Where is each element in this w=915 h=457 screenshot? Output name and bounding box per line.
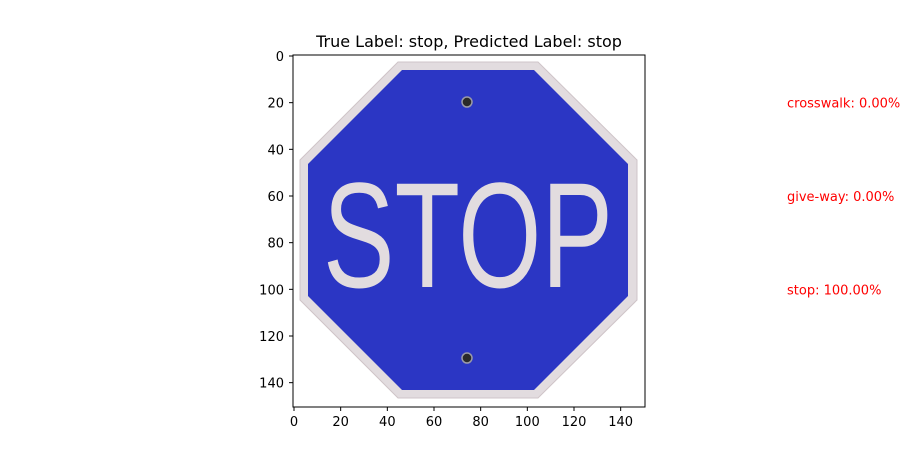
x-tick-label: 60 bbox=[426, 415, 443, 430]
y-tick-label: 20 bbox=[267, 97, 284, 112]
y-tick-label: 80 bbox=[267, 237, 284, 252]
y-tick-label: 40 bbox=[267, 143, 284, 158]
prediction-list: crosswalk: 0.00% give-way: 0.00% stop: 100… bbox=[787, 97, 900, 299]
y-axis: 0 20 40 60 80 100 120 140 bbox=[259, 50, 293, 392]
sign-face bbox=[308, 70, 628, 390]
image-panel: STOP bbox=[292, 54, 646, 408]
x-tick-label: 0 bbox=[290, 415, 298, 430]
prediction-give-way: give-way: 0.00% bbox=[787, 190, 894, 205]
y-tick-label: 0 bbox=[276, 50, 284, 65]
axes-frame bbox=[292, 54, 646, 408]
x-tick-label: 140 bbox=[608, 415, 633, 430]
top-bolt bbox=[461, 96, 473, 108]
x-tick-label: 100 bbox=[515, 415, 540, 430]
y-tick-label: 140 bbox=[259, 377, 284, 392]
stop-sign-image: STOP bbox=[299, 61, 638, 399]
y-tick-label: 120 bbox=[259, 330, 284, 345]
x-tick-label: 20 bbox=[332, 415, 349, 430]
plot-title: True Label: stop, Predicted Label: stop bbox=[315, 32, 622, 51]
prediction-stop: stop: 100.00% bbox=[787, 283, 881, 298]
sign-text: STOP bbox=[323, 151, 613, 319]
x-axis: 0 20 40 60 80 100 120 140 bbox=[290, 407, 633, 430]
x-tick-label: 80 bbox=[472, 415, 489, 430]
bottom-bolt bbox=[461, 352, 473, 364]
x-tick-label: 120 bbox=[562, 415, 587, 430]
prediction-crosswalk: crosswalk: 0.00% bbox=[787, 97, 900, 112]
y-tick-label: 100 bbox=[259, 283, 284, 298]
y-tick-label: 60 bbox=[267, 190, 284, 205]
x-tick-label: 40 bbox=[379, 415, 396, 430]
